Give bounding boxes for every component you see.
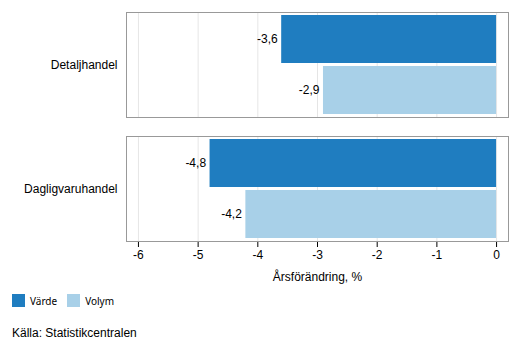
svg-text:-4,8: -4,8 (185, 156, 206, 170)
svg-text:-4,2: -4,2 (221, 207, 242, 221)
svg-text:Detaljhandel: Detaljhandel (51, 58, 118, 72)
svg-text:-4: -4 (252, 248, 263, 262)
html-text:Källa: Statistikcentralen: Källa: Statistikcentralen (12, 326, 137, 340)
svg-text:-3: -3 (312, 248, 323, 262)
svg-text:Dagligvaruhandel: Dagligvaruhandel (24, 182, 117, 196)
svg-text:0: 0 (493, 248, 500, 262)
svg-text:-2: -2 (372, 248, 383, 262)
html-text:Värde: Värde (30, 293, 58, 308)
svg-text:-3,6: -3,6 (257, 32, 278, 46)
svg-text:-5: -5 (193, 248, 204, 262)
svg-text:Årsförändring, %: Årsförändring, % (273, 269, 363, 284)
svg-text:-1: -1 (432, 248, 443, 262)
svg-text:-2,9: -2,9 (299, 83, 320, 97)
html-text:Volym: Volym (85, 293, 114, 308)
svg-text:-6: -6 (133, 248, 144, 262)
